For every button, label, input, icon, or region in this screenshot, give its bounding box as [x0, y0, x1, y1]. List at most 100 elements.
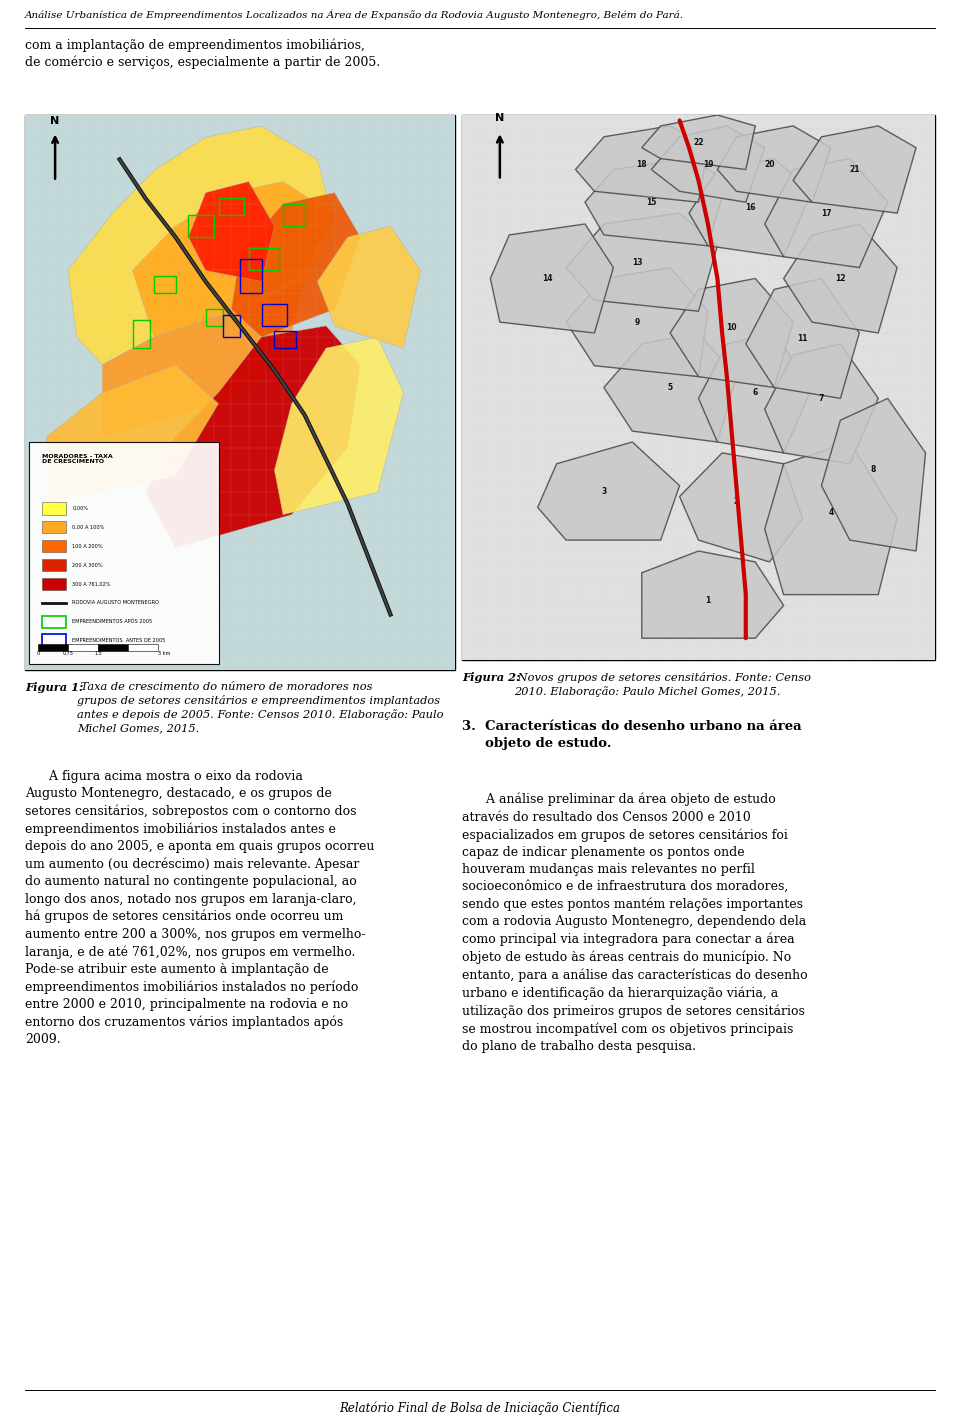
Text: 0,00%: 0,00%	[72, 506, 88, 510]
Bar	[283, 204, 304, 225]
Text: 3: 3	[601, 486, 607, 495]
Bar	[42, 502, 66, 515]
Text: 1: 1	[706, 596, 710, 604]
Text: 7: 7	[819, 394, 825, 403]
Text: 13: 13	[632, 258, 642, 267]
Bar	[275, 332, 296, 347]
Text: 3.  Características do desenho urbano na área
     objeto de estudo.: 3. Características do desenho urbano na …	[462, 720, 802, 750]
Text: RODOVIA AUGUSTO MONTENEGRO: RODOVIA AUGUSTO MONTENEGRO	[72, 600, 159, 605]
Bar	[30, 442, 219, 665]
Polygon shape	[318, 225, 420, 347]
Text: Figura 2:: Figura 2:	[462, 672, 520, 683]
Bar	[42, 615, 66, 628]
Bar	[42, 540, 66, 553]
Text: Taxa de crescimento do número de moradores nos
grupos de setores censitários e e: Taxa de crescimento do número de morador…	[77, 682, 444, 733]
Text: 16: 16	[745, 203, 756, 213]
Polygon shape	[641, 115, 756, 170]
Polygon shape	[25, 115, 455, 669]
Text: Novos grupos de setores censitários. Fonte: Censo
2010. Elaboração: Paulo Michel: Novos grupos de setores censitários. Fon…	[514, 672, 811, 696]
Bar	[240, 259, 261, 292]
Bar	[261, 303, 287, 326]
Polygon shape	[680, 452, 803, 562]
Polygon shape	[822, 398, 925, 552]
Polygon shape	[68, 126, 335, 364]
Text: 17: 17	[821, 208, 831, 217]
Text: com a implantação de empreendimentos imobiliários,
de comércio e serviços, espec: com a implantação de empreendimentos imo…	[25, 38, 380, 69]
Bar	[223, 315, 240, 337]
Bar	[129, 644, 158, 651]
Bar	[98, 644, 129, 651]
Polygon shape	[231, 193, 360, 337]
Polygon shape	[783, 224, 898, 333]
Bar	[25, 115, 455, 669]
Text: 2: 2	[733, 498, 739, 506]
Text: 300 A 761,02%: 300 A 761,02%	[72, 581, 110, 587]
Text: Figura 1:: Figura 1:	[25, 682, 84, 693]
Polygon shape	[145, 326, 360, 547]
Polygon shape	[765, 442, 898, 594]
Text: 19: 19	[703, 160, 713, 169]
Polygon shape	[566, 268, 708, 377]
Text: 22: 22	[693, 138, 704, 146]
Bar	[188, 216, 214, 237]
Polygon shape	[275, 337, 403, 515]
Text: 9: 9	[635, 318, 639, 326]
Text: 11: 11	[798, 335, 807, 343]
Text: 12: 12	[835, 274, 846, 284]
Polygon shape	[765, 159, 888, 268]
Polygon shape	[793, 126, 916, 213]
Text: 100 A 200%: 100 A 200%	[72, 543, 103, 549]
Text: 5: 5	[667, 383, 673, 391]
Bar	[219, 199, 244, 216]
Bar	[42, 579, 66, 590]
Text: N: N	[51, 116, 60, 126]
Polygon shape	[689, 159, 812, 257]
Bar	[205, 309, 223, 326]
Polygon shape	[103, 282, 304, 437]
Text: EMPREENDIMENTOS APÓS 2005: EMPREENDIMENTOS APÓS 2005	[72, 620, 153, 624]
Text: 6: 6	[753, 389, 757, 397]
Bar	[154, 277, 176, 292]
Text: 1.5: 1.5	[94, 651, 102, 657]
Text: 14: 14	[541, 274, 552, 284]
Polygon shape	[585, 159, 727, 245]
Text: A análise preliminar da área objeto de estudo
através do resultado dos Censos 20: A análise preliminar da área objeto de e…	[462, 793, 807, 1054]
Polygon shape	[746, 278, 859, 398]
Text: 4: 4	[828, 508, 833, 518]
Polygon shape	[566, 213, 717, 311]
Polygon shape	[604, 333, 736, 442]
Text: 0.75: 0.75	[62, 651, 73, 657]
Text: 8: 8	[871, 465, 876, 474]
Text: 21: 21	[850, 164, 860, 174]
Bar	[68, 644, 98, 651]
Text: Análise Urbanística de Empreendimentos Localizados na Área de Expansão da Rodovi: Análise Urbanística de Empreendimentos L…	[25, 10, 684, 20]
Bar	[462, 115, 935, 659]
Text: EMPREENDIMENTOS  ANTES DE 2005: EMPREENDIMENTOS ANTES DE 2005	[72, 638, 165, 644]
Text: 18: 18	[636, 160, 647, 169]
Bar	[249, 248, 278, 271]
Polygon shape	[699, 333, 812, 452]
Polygon shape	[575, 126, 708, 203]
Bar	[132, 320, 150, 347]
Text: 3 km: 3 km	[158, 651, 171, 657]
Text: 15: 15	[646, 197, 657, 207]
Polygon shape	[717, 126, 831, 203]
Bar	[42, 559, 66, 571]
Polygon shape	[765, 345, 878, 464]
Polygon shape	[46, 364, 219, 503]
Text: Relatório Final de Bolsa de Iniciação Científica: Relatório Final de Bolsa de Iniciação Ci…	[340, 1401, 620, 1415]
Polygon shape	[132, 182, 335, 337]
Bar	[37, 644, 68, 651]
Text: 0,00 A 100%: 0,00 A 100%	[72, 525, 105, 530]
Text: 200 A 300%: 200 A 300%	[72, 563, 103, 567]
Polygon shape	[188, 182, 275, 282]
Polygon shape	[538, 442, 680, 540]
Polygon shape	[641, 552, 783, 638]
Text: MORADORES - TAXA
DE CRESCIMENTO: MORADORES - TAXA DE CRESCIMENTO	[42, 454, 113, 464]
Text: N: N	[495, 112, 504, 122]
Text: 0: 0	[36, 651, 39, 657]
Polygon shape	[670, 278, 793, 387]
Bar	[42, 522, 66, 533]
Text: 20: 20	[764, 160, 775, 169]
Polygon shape	[651, 126, 765, 203]
